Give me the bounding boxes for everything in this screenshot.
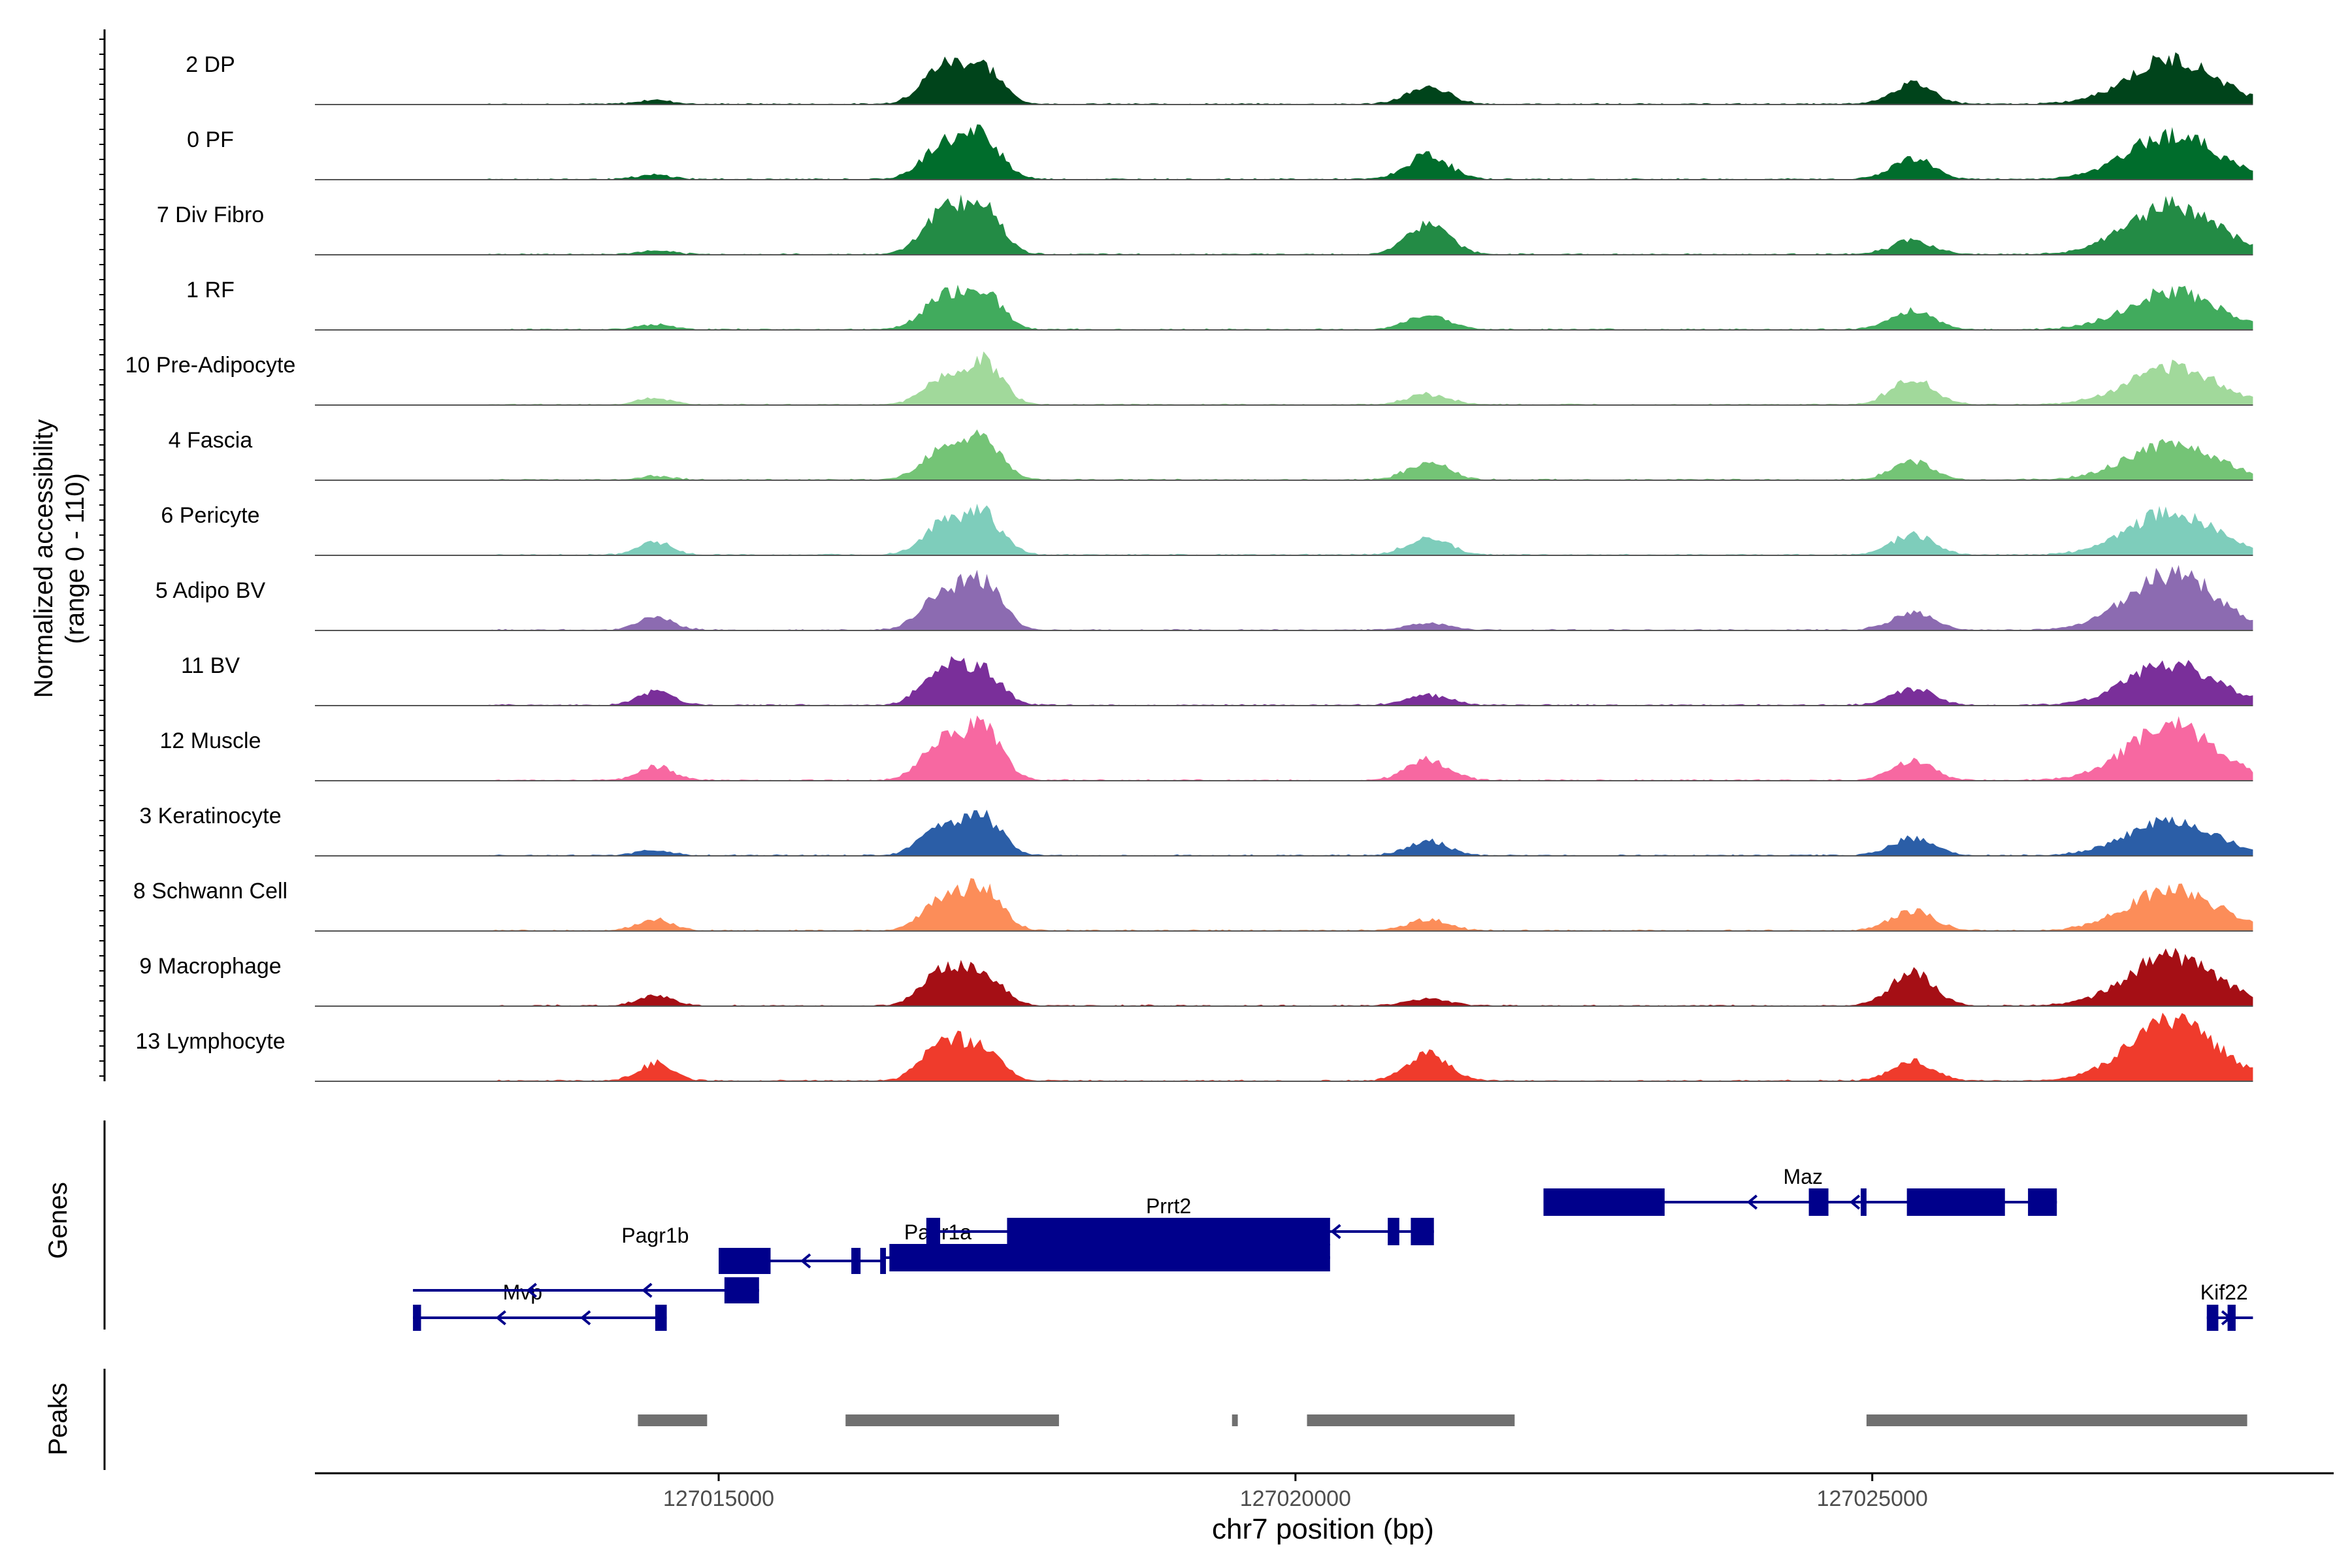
gene-maz: Maz (1543, 1165, 2057, 1216)
track-label: 5 Adipo BV (155, 578, 266, 603)
peaks-panel-label: Peaks (44, 1382, 73, 1455)
strand-arrow (1849, 1194, 1861, 1210)
x-tick-label: 127015000 (663, 1486, 774, 1511)
gene-mvp (413, 1277, 759, 1303)
track-label: 12 Muscle (160, 728, 261, 753)
track-5: 10 Pre-Adipocyte (125, 351, 2253, 406)
track-1: 2 DP (186, 52, 2253, 105)
gene-pagr1b: Pagr1b (621, 1224, 887, 1274)
track-11: 3 Keratinocyte (139, 804, 2253, 857)
track-signal (315, 194, 2253, 255)
exon (655, 1305, 667, 1331)
gene-label: Prrt2 (1146, 1194, 1191, 1218)
coverage-axis-ticks (99, 39, 105, 1077)
peak-region (845, 1414, 1059, 1426)
track-14: 13 Lymphocyte (135, 1013, 2253, 1082)
track-6: 4 Fascia (169, 428, 2253, 481)
exon (1411, 1218, 1434, 1245)
exon (851, 1248, 861, 1274)
strand-arrow (642, 1282, 653, 1298)
track-3: 7 Div Fibro (157, 194, 2253, 255)
track-signal (315, 52, 2253, 105)
exon (1906, 1188, 2005, 1216)
track-signal (315, 284, 2253, 330)
track-label: 9 Macrophage (139, 954, 281, 979)
x-axis-ticks: 127015000 127020000 127025000 (663, 1473, 1928, 1511)
exon (2227, 1305, 2236, 1331)
track-signal (315, 878, 2253, 931)
exon (719, 1248, 771, 1274)
strand-arrow (1746, 1194, 1758, 1210)
track-signal (315, 351, 2253, 405)
ylabel-line1: Normalized accessibility (29, 419, 58, 698)
x-tick-label: 127020000 (1240, 1486, 1351, 1511)
gene-label: Maz (1784, 1165, 1823, 1188)
track-label: 8 Schwann Cell (133, 879, 287, 904)
track-12: 8 Schwann Cell (133, 878, 2253, 932)
exon (1808, 1188, 1829, 1216)
track-label: 0 PF (187, 127, 234, 152)
gene-pagr1a: Pagr1a (886, 1220, 1330, 1271)
exon (724, 1277, 759, 1303)
track-7: 6 Pericyte (161, 503, 2253, 556)
track-2: 0 PF (187, 124, 2253, 180)
genes-panel-label: Genes (44, 1182, 73, 1259)
track-label: 4 Fascia (169, 428, 253, 453)
track-label: 13 Lymphocyte (135, 1029, 285, 1054)
gene-kif22: Kif22 (2200, 1281, 2253, 1331)
track-signal (315, 656, 2253, 706)
track-10: 12 Muscle (160, 715, 2253, 781)
peak-region (1307, 1414, 1515, 1426)
exon (926, 1218, 941, 1245)
gene-mvp: Mvp (413, 1281, 667, 1331)
track-signal (315, 715, 2253, 781)
peak-region (638, 1414, 708, 1426)
track-label: 1 RF (186, 278, 235, 302)
coverage-y-label: Normalized accessibility (range 0 - 110) (29, 419, 90, 698)
track-signal (315, 429, 2253, 480)
track-signal (315, 947, 2253, 1006)
exon (2206, 1305, 2219, 1331)
exon (889, 1244, 1330, 1271)
coverage-tracks: 2 DP 0 PF 7 Div Fibro 1 RF 10 Pre-Adipocyte 4… (125, 52, 2253, 1082)
track-signal (315, 809, 2253, 856)
gene-prrt2: Prrt2 (926, 1194, 1434, 1245)
strand-arrow (800, 1253, 811, 1269)
exon (1543, 1188, 1665, 1216)
exon (880, 1248, 887, 1274)
peak-region (1866, 1414, 2247, 1426)
genes-track: Mvp Pagr1b Pagr1aPrrt2 Maz Kif22 (413, 1165, 2253, 1331)
exon (413, 1305, 421, 1331)
x-axis-title: chr7 position (bp) (1212, 1513, 1434, 1545)
track-8: 5 Adipo BV (155, 564, 2253, 631)
exon (1861, 1188, 1867, 1216)
strand-arrow (1330, 1224, 1341, 1239)
gene-label: Kif22 (2200, 1281, 2248, 1304)
track-9: 11 BV (181, 653, 2253, 706)
peaks-track (638, 1414, 2247, 1426)
track-label: 10 Pre-Adipocyte (125, 353, 296, 378)
gene-label: Pagr1b (621, 1224, 689, 1247)
track-label: 3 Keratinocyte (139, 804, 281, 828)
strand-arrow (580, 1310, 591, 1326)
track-13: 9 Macrophage (139, 947, 2253, 1007)
exon (1007, 1218, 1330, 1245)
track-signal (315, 564, 2253, 630)
track-label: 2 DP (186, 52, 235, 77)
strand-arrow (526, 1282, 537, 1298)
track-label: 11 BV (181, 653, 240, 678)
ylabel-line2: (range 0 - 110) (61, 473, 90, 644)
track-4: 1 RF (186, 278, 2253, 331)
x-tick-label: 127025000 (1817, 1486, 1928, 1511)
track-signal (315, 504, 2253, 555)
peak-region (1232, 1414, 1238, 1426)
strand-arrow (495, 1310, 506, 1326)
exon (1388, 1218, 1399, 1245)
track-signal (315, 124, 2253, 180)
track-signal (315, 1013, 2253, 1081)
track-label: 6 Pericyte (161, 503, 259, 528)
exon (2028, 1188, 2057, 1216)
track-label: 7 Div Fibro (157, 203, 264, 227)
